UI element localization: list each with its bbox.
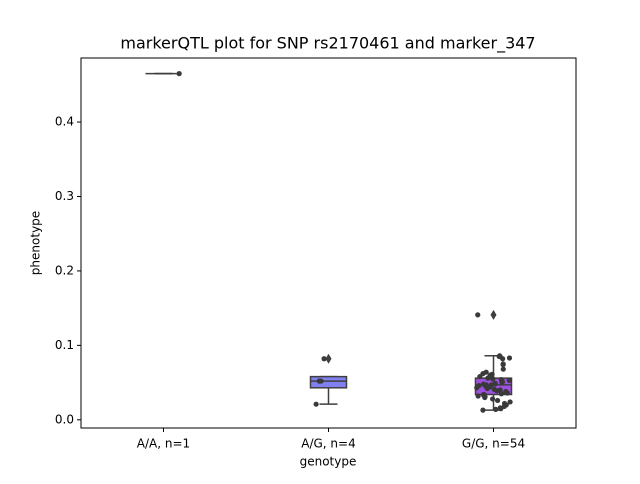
outlier: [325, 353, 332, 364]
point: [506, 377, 512, 383]
outlier: [490, 309, 497, 320]
point: [176, 71, 182, 77]
point: [482, 394, 488, 401]
point: [321, 356, 327, 362]
point: [484, 385, 490, 392]
point: [475, 393, 481, 399]
point: [500, 366, 506, 372]
point: [474, 385, 480, 391]
point: [480, 407, 486, 413]
y-tick-label: 0.2: [55, 263, 74, 277]
x-tick-label: A/G, n=4: [301, 437, 355, 451]
point: [504, 390, 510, 396]
y-axis-label: phenotype: [29, 211, 43, 275]
point: [498, 391, 504, 397]
point: [507, 399, 513, 405]
y-tick-label: 0.0: [55, 412, 74, 426]
plot-frame: [80, 57, 577, 429]
point: [494, 388, 500, 394]
x-tick-label: A/A, n=1: [137, 437, 190, 451]
point: [313, 401, 319, 407]
point: [316, 378, 322, 384]
point: [506, 355, 513, 361]
x-axis-label: genotype: [300, 455, 357, 469]
point: [499, 379, 505, 386]
point: [498, 406, 504, 412]
point: [477, 374, 483, 380]
point: [489, 396, 496, 402]
chart-title: markerQTL plot for SNP rs2170461 and mar…: [120, 34, 535, 54]
x-tick-label: G/G, n=54: [462, 437, 525, 451]
point: [485, 375, 491, 381]
box: [309, 375, 348, 389]
point: [493, 406, 499, 412]
point: [500, 356, 506, 362]
y-tick-label: 0.4: [55, 115, 74, 129]
point: [494, 397, 501, 404]
point: [500, 362, 506, 368]
y-tick-label: 0.3: [55, 189, 74, 203]
y-tick-label: 0.1: [55, 338, 74, 352]
point: [490, 376, 496, 382]
point: [475, 312, 481, 318]
